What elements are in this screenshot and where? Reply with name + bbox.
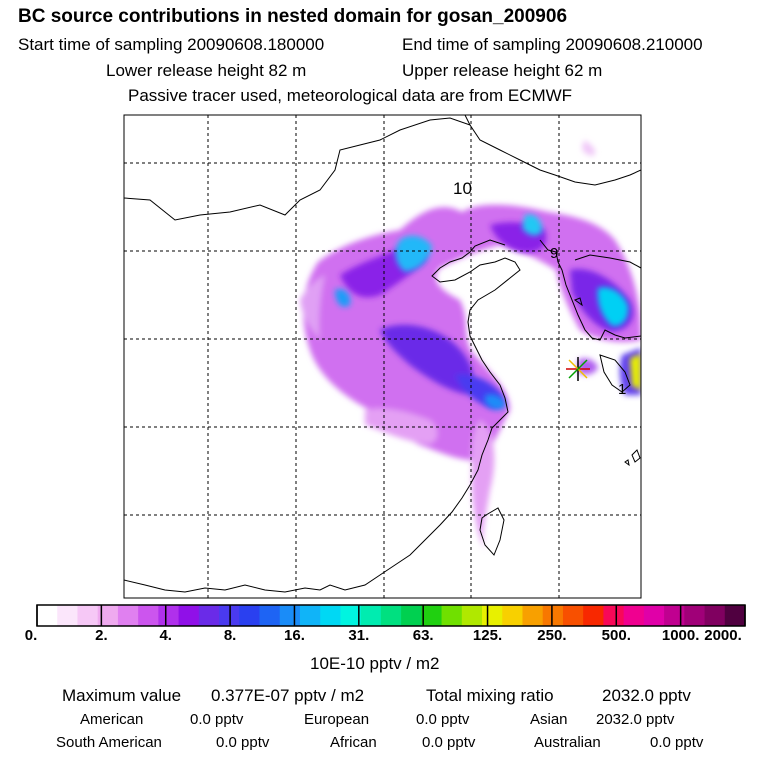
american-value: 0.0 pptv: [190, 711, 244, 728]
receptor-star-marker: [566, 357, 590, 381]
colorbar-tick-label: 16.: [284, 627, 305, 644]
colorbar-tick-label: 4.: [159, 627, 172, 644]
colorbar-swatch: [340, 605, 362, 626]
south-american-value: 0.0 pptv: [216, 734, 270, 751]
colorbar-tick-label: 0.: [24, 627, 38, 644]
upper-release-height: Upper release height 62 m: [402, 61, 603, 80]
map-label-10: 10: [453, 179, 472, 198]
colorbar-swatch: [158, 605, 179, 626]
colorbar-swatch: [461, 605, 483, 626]
coastlines: [124, 115, 641, 593]
lat-lon-grid: [124, 115, 641, 598]
colorbar-tick-label: 250.: [537, 627, 567, 644]
colorbar-swatch: [279, 605, 301, 626]
map-label-1: 1: [618, 381, 626, 398]
colorbar-tick-label: 31.: [348, 627, 370, 644]
american-label: American: [80, 711, 144, 728]
colorbar-swatch: [643, 605, 665, 626]
european-value: 0.0 pptv: [416, 711, 470, 728]
colorbar-swatch: [562, 605, 584, 626]
australian-value: 0.0 pptv: [650, 734, 704, 751]
european-label: European: [304, 711, 370, 728]
plot-title: BC source contributions in nested domain…: [18, 6, 568, 27]
colorbar-swatch: [724, 605, 746, 626]
map-label-9: 9: [550, 245, 558, 262]
colorbar-tick-label: 125.: [472, 627, 503, 644]
colorbar-swatch: [259, 605, 281, 626]
colorbar-swatch: [239, 605, 260, 626]
colorbar-swatch: [704, 605, 726, 626]
colorbar-tick-label: 8.: [223, 627, 237, 644]
colorbar-swatch: [522, 605, 544, 626]
total-mixing-value: 2032.0 pptv: [602, 686, 691, 705]
colorbar-swatch: [117, 605, 139, 626]
colorbar-swatch: [603, 605, 625, 626]
colorbar-swatch: [380, 605, 402, 626]
colorbar-tick-label: 500.: [601, 627, 631, 644]
colorbar-tick-label: 2.: [95, 627, 108, 644]
colorbar-swatch: [198, 605, 220, 626]
colorbar-tick-label: 2000.: [704, 627, 742, 644]
colorbar-swatch: [684, 605, 705, 626]
colorbar-units: 10E-10 pptv / m2: [310, 654, 440, 673]
end-time: End time of sampling 20090608.210000: [402, 35, 703, 54]
colorbar-tick-label: 63.: [412, 627, 434, 644]
colorbar-swatch: [542, 605, 564, 626]
map-frame: [123, 114, 642, 599]
colorbar: [36, 604, 746, 627]
colorbar-swatch: [482, 605, 503, 626]
australian-label: Australian: [534, 734, 601, 751]
tracer-note: Passive tracer used, meteorological data…: [128, 86, 573, 105]
start-time: Start time of sampling 20090608.180000: [18, 35, 325, 54]
colorbar-frame: [36, 604, 746, 627]
plume-hotspots: [335, 214, 641, 410]
colorbar-swatch: [360, 605, 382, 626]
max-value-label: Maximum value: [62, 686, 182, 705]
colorbar-swatch: [664, 605, 685, 626]
colorbar-swatch: [178, 605, 200, 626]
colorbar-swatch: [57, 605, 78, 626]
colorbar-swatch: [401, 605, 422, 626]
colorbar-swatch: [441, 605, 463, 626]
south-american-label: South American: [56, 734, 162, 751]
asian-label: Asian: [530, 711, 568, 728]
colorbar-swatch: [320, 605, 341, 626]
colorbar-swatch: [299, 605, 321, 626]
colorbar-swatch: [77, 605, 99, 626]
african-label: African: [330, 734, 377, 751]
colorbar-swatch: [138, 605, 159, 626]
colorbar-swatch: [623, 605, 645, 626]
colorbar-swatch: [583, 605, 604, 626]
total-mixing-label: Total mixing ratio: [426, 686, 554, 705]
map-area: 10 9 1: [124, 115, 641, 598]
max-value: 0.377E-07 pptv / m2: [211, 686, 365, 705]
colorbar-swatch: [421, 605, 442, 626]
asian-value: 2032.0 pptv: [596, 711, 675, 728]
lower-release-height: Lower release height 82 m: [106, 61, 307, 80]
colorbar-swatch: [97, 605, 119, 626]
colorbar-swatch: [502, 605, 523, 626]
african-value: 0.0 pptv: [422, 734, 476, 751]
colorbar-swatch: [37, 605, 58, 626]
colorbar-tick-label: 1000.: [661, 627, 700, 644]
